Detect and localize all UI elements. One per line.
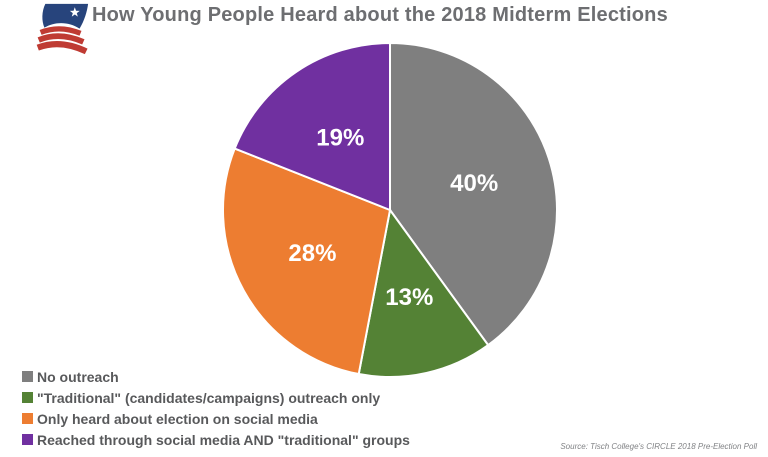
legend-swatch-social-media-only [22, 413, 33, 424]
pie-chart-svg: 40% 13% 28% 19% [222, 41, 558, 378]
legend-label-social-and-traditional: Reached through social media AND "tradit… [37, 431, 410, 448]
pie-slice-social-and-traditional [233, 41, 391, 212]
flag-stripe-1 [39, 26, 82, 36]
flag-star [69, 7, 80, 17]
legend-item-social-and-traditional: Reached through social media AND "tradit… [22, 429, 502, 450]
pie-data-label-social-and-traditional: 19% [316, 124, 364, 151]
legend-item-traditional-only: "Traditional" (candidates/campaigns) out… [22, 387, 502, 408]
flag-with-star-icon [36, 3, 89, 55]
pie-slice-no-outreach [389, 41, 558, 347]
legend-item-social-media-only: Only heard about election on social medi… [22, 408, 502, 429]
legend-swatch-traditional-only [22, 392, 33, 403]
flag-stripe-3 [36, 41, 88, 55]
pie-data-label-social-media-only: 28% [288, 240, 336, 267]
pie-slice-social-media-only [222, 147, 392, 376]
source-attribution: Source: Tisch College's CIRCLE 2018 Pre-… [560, 442, 757, 451]
legend-label-social-media-only: Only heard about election on social medi… [37, 410, 318, 427]
pie-data-label-no-outreach: 40% [450, 170, 498, 197]
circle-flag-logo [33, 2, 90, 59]
page-title: How Young People Heard about the 2018 Mi… [92, 4, 668, 26]
flag-blue-canton [42, 3, 89, 29]
legend-label-no-outreach: No outreach [37, 368, 119, 385]
pie-data-label-traditional-only: 13% [385, 284, 433, 311]
pie-slice-traditional-only [357, 207, 490, 378]
legend-item-no-outreach: No outreach [22, 366, 502, 387]
flag-stripe-2 [37, 33, 85, 45]
pie-chart: 40% 13% 28% 19% [220, 40, 560, 380]
legend-label-traditional-only: "Traditional" (candidates/campaigns) out… [37, 389, 381, 406]
legend-swatch-social-and-traditional [22, 434, 33, 445]
legend-swatch-no-outreach [22, 371, 33, 382]
chart-legend: No outreach "Traditional" (candidates/cam… [22, 366, 502, 450]
